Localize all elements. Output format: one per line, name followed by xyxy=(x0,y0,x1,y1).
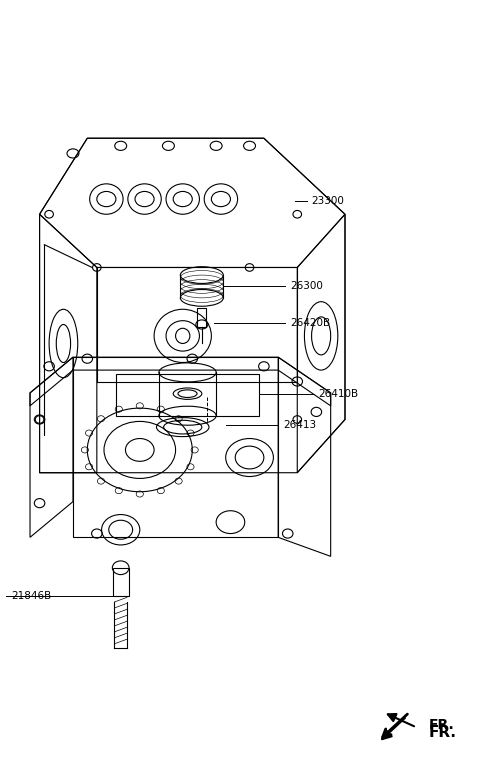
Bar xyxy=(116,374,259,416)
Text: FR.: FR. xyxy=(429,725,456,740)
Text: 26410B: 26410B xyxy=(319,388,359,398)
Text: 26300: 26300 xyxy=(290,282,323,291)
Text: 21846B: 21846B xyxy=(11,591,51,601)
Text: 26413: 26413 xyxy=(283,420,316,430)
Text: 26420B: 26420B xyxy=(290,318,330,328)
Bar xyxy=(197,307,205,327)
Bar xyxy=(113,568,129,596)
Text: 23300: 23300 xyxy=(312,196,345,206)
Text: FR.: FR. xyxy=(429,718,454,732)
